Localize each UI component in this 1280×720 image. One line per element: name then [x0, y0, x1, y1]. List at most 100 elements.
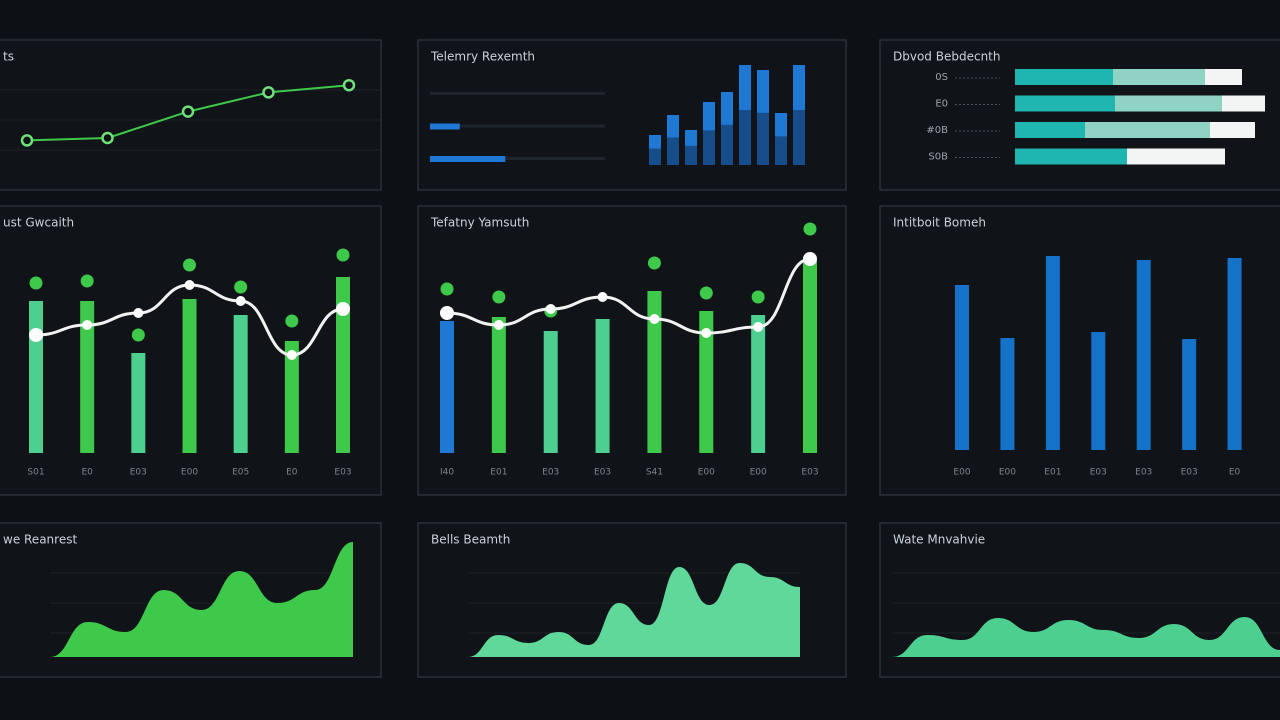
y-tick-label: S0B — [928, 152, 948, 163]
bar-segment — [1015, 69, 1113, 85]
bar-shade — [649, 148, 661, 165]
point — [29, 328, 43, 342]
x-tick-label: I40 — [440, 468, 454, 478]
panel — [417, 39, 847, 191]
bar-segment — [1115, 95, 1222, 112]
point — [342, 78, 356, 92]
bar — [491, 317, 506, 453]
bar-segment — [1015, 95, 1115, 112]
bar — [440, 321, 454, 453]
bar — [703, 102, 715, 165]
bar — [1182, 339, 1197, 450]
point — [803, 252, 817, 266]
bar — [284, 341, 299, 453]
bar — [336, 277, 350, 453]
bar — [699, 311, 714, 453]
progress-bar — [430, 123, 460, 130]
bar-segment — [1015, 148, 1127, 165]
bar — [80, 301, 95, 453]
point — [235, 296, 246, 306]
bar — [1000, 338, 1015, 450]
dot — [183, 258, 196, 272]
point — [262, 86, 275, 99]
bar-shade — [685, 145, 697, 165]
bar-shade — [775, 136, 787, 165]
x-tick-label: E03 — [542, 468, 559, 478]
bar — [775, 113, 787, 165]
x-tick-label: S01 — [27, 468, 44, 478]
bar — [803, 261, 817, 453]
bar — [685, 130, 697, 165]
x-tick-label: E00 — [953, 468, 970, 478]
point — [597, 292, 608, 302]
panel-title: Bells Beamth — [431, 533, 510, 547]
bar-shade — [739, 110, 751, 165]
point — [545, 304, 556, 314]
point — [20, 134, 34, 147]
point — [101, 131, 114, 145]
point — [649, 314, 660, 324]
progress-track — [430, 92, 605, 95]
bar-shade — [793, 110, 805, 165]
x-tick-label: E05 — [232, 468, 249, 478]
point — [701, 328, 712, 338]
x-tick-label: E00 — [698, 468, 715, 478]
x-tick-label: E03 — [801, 468, 818, 478]
point — [336, 302, 350, 316]
bar-segment — [1210, 122, 1255, 138]
bar — [543, 331, 558, 453]
x-tick-label: E0 — [286, 468, 298, 478]
bar-shade — [667, 137, 679, 165]
bar — [233, 315, 248, 453]
dot — [699, 286, 713, 300]
dot — [647, 256, 661, 270]
bar — [595, 319, 610, 453]
panel — [879, 39, 1280, 191]
bar — [667, 115, 679, 165]
bar — [757, 70, 769, 165]
bar-segment — [1222, 95, 1265, 112]
point — [286, 350, 297, 360]
bar — [1045, 256, 1060, 450]
bar-segment — [1113, 69, 1205, 85]
area — [50, 542, 353, 657]
x-tick-label: E0 — [1229, 468, 1241, 478]
x-tick-label: E00 — [999, 468, 1016, 478]
dot — [803, 222, 817, 236]
bar-segment — [1015, 122, 1085, 138]
x-tick-label: E03 — [594, 468, 611, 478]
bar — [182, 299, 197, 453]
x-tick-label: E00 — [181, 468, 198, 478]
bar — [1227, 258, 1242, 450]
point — [82, 320, 93, 330]
area — [468, 563, 800, 657]
dot — [285, 314, 299, 328]
progress-bar — [430, 156, 506, 162]
x-tick-label: E03 — [334, 468, 351, 478]
panel-title: Dbvod Bebdecnth — [893, 50, 1000, 64]
panel-title: ts — [3, 50, 14, 64]
dot — [234, 280, 248, 294]
bar — [739, 65, 751, 165]
x-tick-label: S41 — [646, 468, 663, 478]
x-tick-label: E03 — [130, 468, 147, 478]
x-tick-label: E01 — [490, 468, 507, 478]
bar-shade — [703, 130, 715, 165]
dot — [336, 248, 350, 262]
y-tick-label: 0S — [935, 72, 948, 83]
panel-title: ust Gwcaith — [3, 216, 74, 230]
x-tick-label: E03 — [1090, 468, 1107, 478]
bar — [649, 135, 661, 165]
point — [753, 322, 764, 332]
bar — [751, 315, 766, 453]
point — [440, 306, 454, 320]
area — [892, 617, 1280, 657]
bar — [29, 301, 43, 453]
y-tick-label: #0B — [926, 125, 948, 136]
panel — [879, 205, 1280, 496]
panel-title: Wate Mnvahvie — [893, 533, 985, 547]
x-tick-label: E03 — [1181, 468, 1198, 478]
point — [181, 105, 195, 118]
